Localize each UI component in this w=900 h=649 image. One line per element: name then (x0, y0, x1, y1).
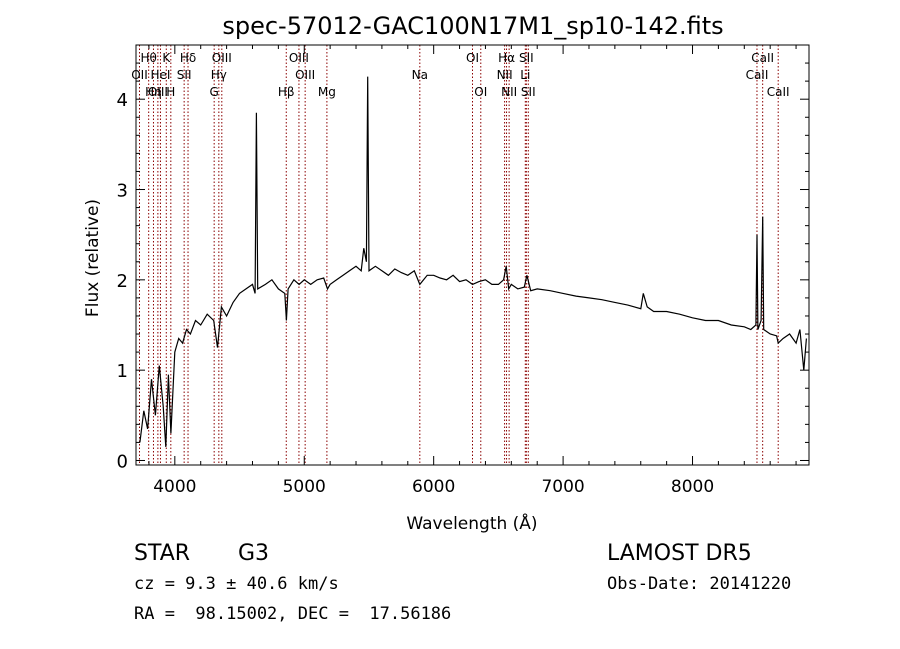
object-subclass: G3 (238, 541, 270, 566)
marker-label-0: Hθ (140, 51, 156, 65)
object-class: STAR (134, 541, 191, 566)
marker-label-14: OIII (295, 68, 315, 82)
marker-label-23: Li (520, 68, 530, 82)
marker-label-11: G (210, 85, 219, 99)
marker-label-4: HeI (150, 68, 170, 82)
redshift-value: cz = 9.3 ± 40.6 km/s (134, 574, 339, 594)
x-tick-label-2: 6000 (412, 477, 455, 497)
marker-label-21: NII (501, 85, 517, 99)
marker-label-9: OIII (212, 51, 232, 65)
marker-label-18: OI (474, 85, 487, 99)
marker-label-8: SII (177, 68, 192, 82)
marker-label-12: Hβ (278, 85, 295, 99)
y-tick-label-1: 1 (117, 361, 128, 382)
x-axis: 4000 5000 6000 7000 8000 (148, 45, 797, 497)
marker-label-17: OI (466, 51, 479, 65)
marker-label-3: K (162, 51, 171, 65)
emission-line-markers (138, 45, 779, 465)
marker-label-10: Hγ (211, 68, 227, 82)
survey-name: LAMOST DR5 (607, 541, 752, 566)
marker-label-13: OIII (289, 51, 309, 65)
marker-label-1: OII (131, 68, 148, 82)
marker-label-27: CaII (767, 85, 790, 99)
marker-label-15: Mg (318, 85, 336, 99)
marker-label-16: Na (412, 68, 428, 82)
x-tick-label-4: 8000 (671, 477, 714, 497)
marker-label-25: CaII (751, 51, 774, 65)
marker-label-2: OIII (148, 85, 168, 99)
marker-label-5: Hη (145, 85, 162, 99)
marker-label-19: Hα (498, 51, 515, 65)
spectrum-line (139, 76, 807, 447)
marker-label-20: NII (497, 68, 513, 82)
marker-label-26: CaII (746, 68, 769, 82)
marker-label-22: SII (519, 51, 534, 65)
observation-date: Obs-Date: 20141220 (607, 574, 792, 594)
y-axis: 0 1 2 3 4 (117, 62, 809, 472)
marker-label-6: H (166, 85, 175, 99)
x-tick-label-0: 4000 (153, 477, 196, 497)
x-tick-label-3: 7000 (541, 477, 584, 497)
marker-label-7: Hδ (180, 51, 196, 65)
y-tick-label-2: 2 (117, 271, 128, 292)
plot-frame (135, 44, 810, 466)
chart-title: spec-57012-GAC100N17M1_sp10-142.fits (222, 12, 723, 40)
marker-label-24: SII (521, 85, 536, 99)
x-tick-label-1: 5000 (283, 477, 326, 497)
x-axis-label: Wavelength (Å) (406, 512, 537, 534)
y-tick-label-3: 3 (117, 181, 128, 202)
y-tick-label-0: 0 (117, 451, 128, 472)
y-axis-label: Flux (relative) (83, 199, 103, 317)
y-tick-label-4: 4 (117, 90, 128, 111)
coordinates: RA = 98.15002, DEC = 17.56186 (134, 604, 452, 624)
